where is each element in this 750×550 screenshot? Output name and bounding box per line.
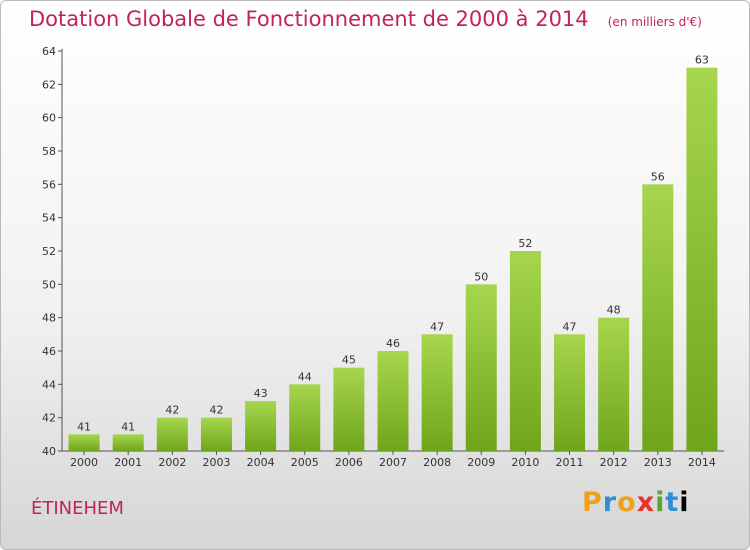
logo-letter: o [617,487,637,518]
data-label: 48 [607,304,621,317]
x-tick-label: 2009 [467,456,495,469]
x-tick-label: 2000 [70,456,98,469]
y-tick-label: 56 [42,178,56,191]
bar [377,351,409,451]
x-tick-label: 2007 [379,456,407,469]
x-tick-label: 2004 [247,456,275,469]
bar [245,401,277,451]
logo-letter: r [602,487,618,518]
y-tick-label: 42 [42,412,56,425]
bar [554,334,586,451]
bar [68,434,100,451]
bar [156,417,188,451]
y-tick-label: 64 [42,45,56,58]
title-line: Dotation Globale de Fonctionnement de 20… [29,7,702,31]
logo-letter: i [655,487,666,518]
x-tick-label: 2006 [335,456,363,469]
y-tick-label: 62 [42,78,56,91]
x-tick-label: 2012 [600,456,628,469]
x-tick-label: 2003 [202,456,230,469]
x-tick-label: 2001 [114,456,142,469]
data-label: 50 [474,270,488,283]
data-label: 41 [121,420,135,433]
data-label: 56 [651,170,665,183]
proxiti-logo: Proxiti [582,487,690,518]
bar [333,367,365,451]
bar [421,334,453,451]
y-tick-label: 54 [42,212,56,225]
y-tick-label: 50 [42,278,56,291]
logo-letter: x [636,487,656,518]
bar [686,67,718,452]
logo-letter: t [665,487,680,518]
data-label: 52 [518,237,532,250]
commune-name: ÉTINEHEM [31,498,124,519]
y-tick-label: 46 [42,345,56,358]
logo-letter: P [582,487,603,518]
y-tick-label: 52 [42,245,56,258]
bar [289,384,321,451]
axes: 40 42 44 46 48 50 52 54 56 58 60 62 64 [42,45,724,458]
data-label: 45 [342,354,356,367]
data-label: 42 [209,404,223,417]
data-label: 63 [695,54,709,67]
x-tick-label: 2005 [291,456,319,469]
bar [509,251,541,451]
bars [68,67,718,452]
data-label: 47 [430,320,444,333]
chart-unit: (en milliers d'€) [607,15,702,29]
bar [598,317,630,451]
y-tick-label: 40 [42,445,56,458]
y-tick-label: 58 [42,145,56,158]
y-tick-label: 60 [42,112,56,125]
data-label: 43 [254,387,268,400]
x-tick-label: 2013 [644,456,672,469]
chart-title: Dotation Globale de Fonctionnement de 20… [29,7,589,31]
logo-letter: i [679,487,690,518]
bar [200,417,232,451]
x-tick-label: 2008 [423,456,451,469]
labels: 41 2000 41 2001 42 2002 42 2003 43 2004 44 2005 45 20… [70,54,716,469]
data-label: 46 [386,337,400,350]
bar [465,284,497,451]
x-tick-label: 2014 [688,456,716,469]
y-tick-label: 48 [42,312,56,325]
x-tick-label: 2002 [158,456,186,469]
bar [112,434,144,451]
bar [642,184,674,452]
data-label: 44 [298,370,312,383]
data-label: 42 [165,404,179,417]
data-label: 41 [77,420,91,433]
y-tick-label: 44 [42,378,56,391]
x-tick-label: 2010 [511,456,539,469]
data-label: 47 [563,320,577,333]
x-tick-label: 2011 [556,456,584,469]
